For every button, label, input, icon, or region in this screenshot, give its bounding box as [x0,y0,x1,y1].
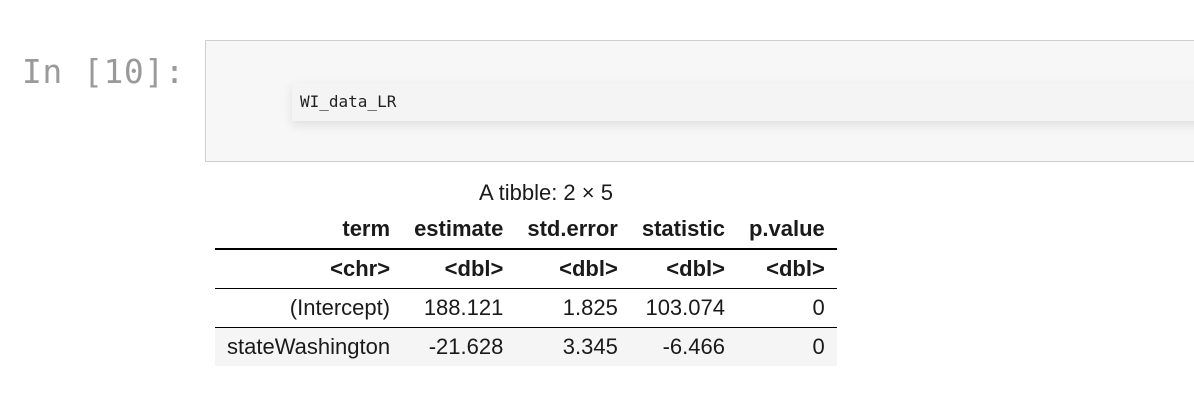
table-type-row: <chr> <dbl> <dbl> <dbl> <dbl> [215,249,837,289]
tibble-caption: A tibble: 2 × 5 [479,180,613,205]
table-cell: 0 [736,327,837,366]
column-header: std.error [515,210,630,250]
table-cell: 0 [736,288,837,328]
table-cell: 1.825 [515,288,630,328]
column-type: <dbl> [515,249,630,289]
code-cell-input[interactable]: WI_data_LR [205,40,1194,162]
table-row: stateWashington -21.628 3.345 -6.466 0 [215,327,837,366]
column-type: <dbl> [629,249,737,289]
column-header: estimate [402,210,516,250]
table-cell: 103.074 [629,288,737,328]
code-editor-line[interactable]: WI_data_LR [292,83,1194,121]
table-cell: stateWashington [215,327,403,366]
table-header-row: term estimate std.error statistic p.valu… [215,210,837,250]
column-header: statistic [629,210,737,250]
column-type: <dbl> [736,249,837,289]
table-row: (Intercept) 188.121 1.825 103.074 0 [215,288,837,328]
column-type: <chr> [215,249,403,289]
tibble-table: term estimate std.error statistic p.valu… [215,210,837,366]
column-type: <dbl> [402,249,516,289]
table-cell: -21.628 [402,327,516,366]
input-prompt: In [10]: [22,52,185,91]
table-cell: (Intercept) [215,288,403,328]
column-header: p.value [736,210,837,250]
table-cell: 188.121 [402,288,516,328]
table-cell: 3.345 [515,327,630,366]
table-cell: -6.466 [629,327,737,366]
column-header: term [215,210,403,250]
